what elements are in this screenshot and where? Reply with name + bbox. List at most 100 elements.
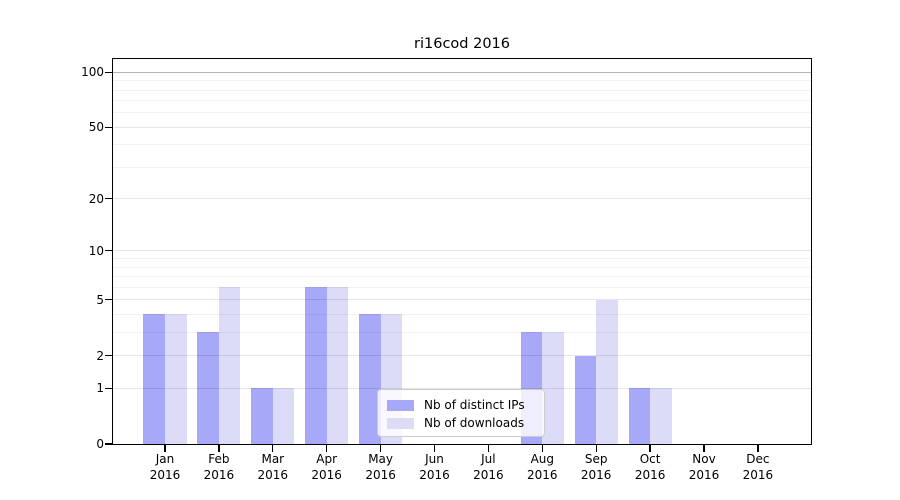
- y-axis-tick-20: [105, 198, 112, 200]
- bar-distinct-ips-mar: [251, 388, 273, 444]
- x-tick-label-line: Apr: [316, 452, 338, 466]
- x-tick-label-line: 2016: [365, 467, 396, 482]
- x-axis-tick-nov: [703, 445, 705, 452]
- gridline-y-4: [113, 313, 811, 315]
- x-tick-label-feb: Feb 2016: [187, 452, 251, 483]
- gridline-y-100: [113, 71, 811, 73]
- y-axis-tick-1: [105, 387, 112, 389]
- bar-distinct-ips-jan: [143, 314, 165, 444]
- y-tick-label-0: 0: [96, 437, 104, 451]
- y-tick-label-1: 1: [96, 381, 104, 396]
- gridline-y-5: [113, 299, 811, 301]
- plot-area: [113, 59, 811, 444]
- legend: Nb of distinct IPs Nb of downloads: [377, 389, 545, 437]
- x-tick-label-dec: Dec 2016: [726, 452, 790, 483]
- x-axis-tick-jan: [164, 445, 166, 452]
- x-tick-label-line: Mar: [261, 452, 285, 466]
- legend-row-distinct-ips: Nb of distinct IPs: [387, 397, 544, 413]
- x-axis-tick-jul: [487, 445, 490, 452]
- x-tick-label-line: 2016: [527, 467, 558, 482]
- x-tick-label-line: 2016: [580, 467, 612, 482]
- legend-label-distinct-ips: Nb of distinct IPs: [424, 398, 525, 412]
- x-tick-label-line: Jun: [425, 452, 444, 466]
- bar-downloads-jan: [165, 314, 187, 444]
- y-tick-label-10: 10: [88, 243, 104, 258]
- x-tick-label-mar: Mar 2016: [241, 452, 305, 483]
- bar-downloads-feb: [218, 287, 241, 444]
- x-tick-label-line: 2016: [257, 467, 289, 482]
- gridline-y-60: [113, 112, 811, 114]
- bar-downloads-mar: [272, 388, 295, 444]
- bar-distinct-ips-oct: [628, 388, 651, 444]
- bar-downloads-sep: [596, 299, 618, 444]
- bar-distinct-ips-may: [359, 314, 381, 444]
- gridline-y-20: [113, 198, 811, 200]
- y-tick-label-20: 20: [88, 191, 104, 206]
- x-tick-label-jun: Jun 2016: [403, 452, 467, 483]
- x-tick-label-line: Feb: [208, 452, 230, 466]
- x-tick-label-line: 2016: [419, 467, 450, 482]
- gridline-y-9: [113, 258, 811, 259]
- gridline-y-3: [113, 331, 811, 333]
- bar-downloads-oct: [650, 388, 672, 444]
- y-tick-label-5: 5: [96, 292, 104, 307]
- bar-distinct-ips-apr: [305, 287, 327, 444]
- gridline-y-2: [113, 355, 811, 356]
- legend-label-downloads: Nb of downloads: [424, 416, 525, 430]
- bar-distinct-ips-feb: [197, 332, 219, 444]
- gridline-y-8: [113, 266, 811, 268]
- y-tick-label-2: 2: [96, 348, 104, 363]
- x-tick-label-line: 2016: [688, 467, 720, 482]
- x-tick-label-line: Dec: [746, 452, 770, 466]
- x-tick-label-aug: Aug 2016: [510, 452, 574, 483]
- x-axis-tick-apr: [326, 445, 328, 452]
- x-tick-label-line: Sep: [584, 452, 608, 466]
- x-tick-label-nov: Nov 2016: [672, 452, 736, 483]
- x-axis-tick-dec: [757, 445, 759, 452]
- gridline-y-30: [113, 166, 811, 168]
- x-tick-label-line: 2016: [634, 467, 666, 482]
- x-tick-label-line: May: [368, 452, 393, 466]
- gridline-y-70: [113, 100, 811, 102]
- x-tick-label-line: Jan: [155, 452, 175, 466]
- gridline-y-50: [113, 126, 811, 128]
- x-tick-label-line: Nov: [692, 452, 716, 466]
- x-tick-label-jan: Jan 2016: [133, 452, 197, 483]
- gridline-y-1: [113, 387, 811, 389]
- bar-downloads-aug: [542, 332, 564, 444]
- y-tick-label-100: 100: [81, 65, 104, 80]
- x-tick-label-line: Jul: [481, 452, 496, 466]
- gridline-y-90: [113, 80, 811, 82]
- bar-distinct-ips-sep: [574, 355, 597, 444]
- x-tick-label-line: 2016: [149, 467, 181, 482]
- x-tick-label-may: May 2016: [349, 452, 413, 483]
- legend-swatch-distinct-ips: [387, 399, 414, 411]
- x-axis-tick-feb: [218, 445, 220, 452]
- x-tick-label-line: 2016: [311, 467, 342, 482]
- y-axis-tick-50: [105, 126, 112, 128]
- gridline-y-80: [113, 89, 811, 91]
- x-tick-label-oct: Oct 2016: [618, 452, 682, 483]
- y-axis-tick-10: [105, 250, 112, 252]
- gridline-y-7: [113, 276, 811, 277]
- gridline-y-6: [113, 286, 811, 288]
- chart-title: ri16cod 2016: [414, 36, 510, 52]
- x-axis-tick-oct: [649, 445, 651, 452]
- x-axis-tick-aug: [541, 445, 543, 452]
- y-axis-tick-2: [105, 354, 112, 357]
- x-axis-tick-jun: [433, 445, 436, 452]
- gridline-y-10: [113, 250, 811, 252]
- x-tick-label-apr: Apr 2016: [295, 452, 359, 483]
- x-tick-label-line: 2016: [203, 467, 235, 482]
- legend-row-downloads: Nb of downloads: [387, 415, 544, 431]
- x-tick-label-sep: Sep 2016: [564, 452, 628, 483]
- x-axis-tick-mar: [272, 445, 274, 452]
- y-axis-tick-5: [105, 299, 112, 301]
- y-tick-label-50: 50: [88, 120, 104, 135]
- y-axis-tick-0: [105, 443, 112, 445]
- x-tick-label-line: 2016: [473, 467, 504, 482]
- x-tick-label-line: 2016: [742, 467, 774, 482]
- legend-swatch-downloads: [387, 417, 414, 429]
- gridline-y-40: [113, 144, 811, 146]
